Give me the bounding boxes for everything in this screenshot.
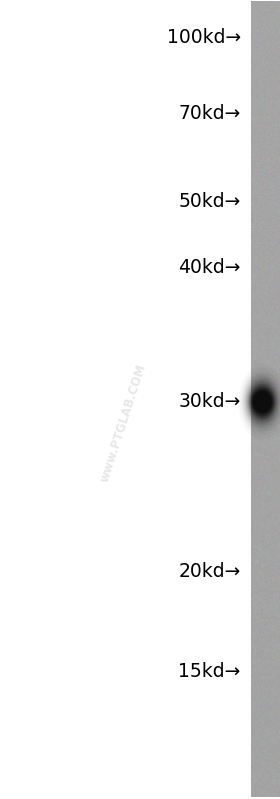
Ellipse shape <box>249 382 276 422</box>
Ellipse shape <box>254 391 271 412</box>
Ellipse shape <box>251 386 274 418</box>
Ellipse shape <box>247 379 278 425</box>
Text: 70kd→: 70kd→ <box>178 104 241 123</box>
Text: 50kd→: 50kd→ <box>178 192 241 211</box>
Text: 100kd→: 100kd→ <box>167 28 241 47</box>
Ellipse shape <box>255 393 270 411</box>
Ellipse shape <box>246 376 279 427</box>
Ellipse shape <box>248 380 277 423</box>
Text: 20kd→: 20kd→ <box>178 562 241 581</box>
Text: 40kd→: 40kd→ <box>178 258 241 277</box>
Ellipse shape <box>252 388 273 416</box>
Ellipse shape <box>253 389 272 415</box>
Text: 30kd→: 30kd→ <box>178 392 241 411</box>
Ellipse shape <box>249 384 275 420</box>
Text: www.PTGLAB.COM: www.PTGLAB.COM <box>98 363 148 484</box>
Ellipse shape <box>256 395 269 409</box>
Text: 15kd→: 15kd→ <box>178 662 241 681</box>
